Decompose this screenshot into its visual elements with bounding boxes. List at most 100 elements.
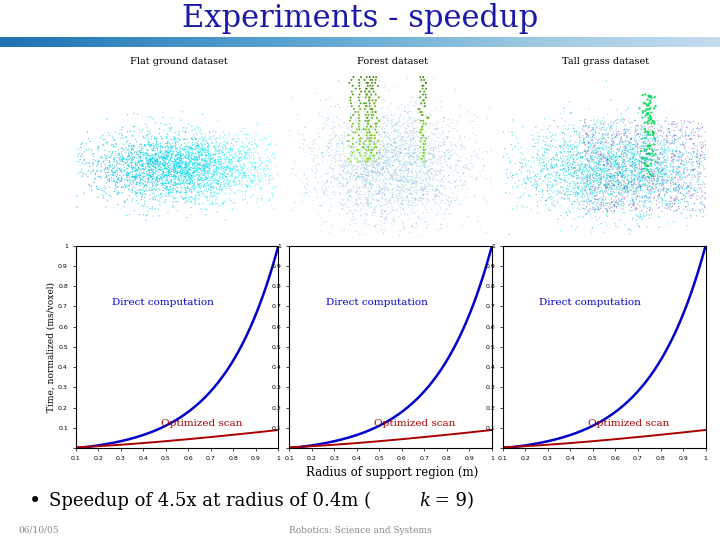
Point [200,151,212,159]
Point [627,159,639,167]
Point [172,153,184,162]
Point [679,144,690,152]
Point [546,161,557,170]
Point [118,202,130,211]
Point [376,153,387,162]
Point [394,150,405,159]
Point [139,200,150,208]
Point [132,159,143,167]
Point [106,140,117,149]
Point [413,200,424,209]
Point [543,189,554,198]
Point [251,119,262,128]
Point [510,134,522,143]
Point [675,140,687,149]
Point [541,160,553,168]
Point [166,123,177,132]
Point [194,160,206,169]
Point [183,154,194,163]
Point [395,176,406,185]
Point [605,123,616,131]
Point [123,141,135,150]
Point [193,151,204,159]
Point [144,156,156,164]
Point [117,188,128,197]
Point [562,156,574,165]
Point [264,158,276,166]
Point [601,172,613,180]
Point [571,171,582,180]
Point [199,167,210,176]
Point [395,189,406,198]
Point [657,175,669,184]
Point [97,140,109,149]
Point [382,129,393,138]
Point [166,172,178,181]
Point [386,148,397,157]
Point [667,166,679,175]
Point [197,133,209,141]
Point [217,141,229,150]
Point [372,180,383,189]
Point [402,172,414,181]
Point [374,159,385,167]
Point [388,207,400,215]
Point [337,185,348,193]
Point [192,177,203,186]
Point [155,166,166,175]
Point [659,177,670,185]
Point [673,126,685,135]
Point [210,190,222,198]
Point [633,182,644,191]
Point [653,169,665,178]
Point [161,195,172,204]
Point [531,197,543,206]
Point [410,133,422,141]
Point [403,129,415,138]
Point [593,205,605,213]
Point [263,157,274,165]
Point [555,148,567,157]
Point [394,117,405,126]
Point [614,156,626,164]
Point [397,177,408,186]
Point [700,172,711,181]
Point [51,158,63,166]
Point [189,185,200,194]
Point [612,159,624,167]
Point [220,197,231,206]
Point [698,178,709,187]
Point [413,173,425,182]
Point [603,146,614,155]
Point [624,145,636,154]
Point [183,195,194,204]
Point [170,175,181,184]
Point [315,201,326,210]
Point [208,150,220,159]
Point [364,199,375,208]
Point [531,178,543,186]
Point [626,156,637,164]
Point [396,136,408,145]
Point [228,177,239,186]
Point [539,115,550,124]
Point [150,163,161,172]
Point [697,138,708,147]
Point [650,182,662,191]
Point [626,149,638,158]
Point [374,148,386,157]
Point [392,132,404,140]
Point [568,154,580,163]
Point [613,183,625,191]
Point [666,153,678,161]
Point [323,168,334,177]
Point [170,142,181,151]
Point [279,166,290,175]
Point [552,123,563,131]
Point [451,195,462,204]
Point [193,168,204,177]
Point [399,161,410,170]
Point [713,134,720,143]
Point [364,146,376,155]
Point [572,223,583,232]
